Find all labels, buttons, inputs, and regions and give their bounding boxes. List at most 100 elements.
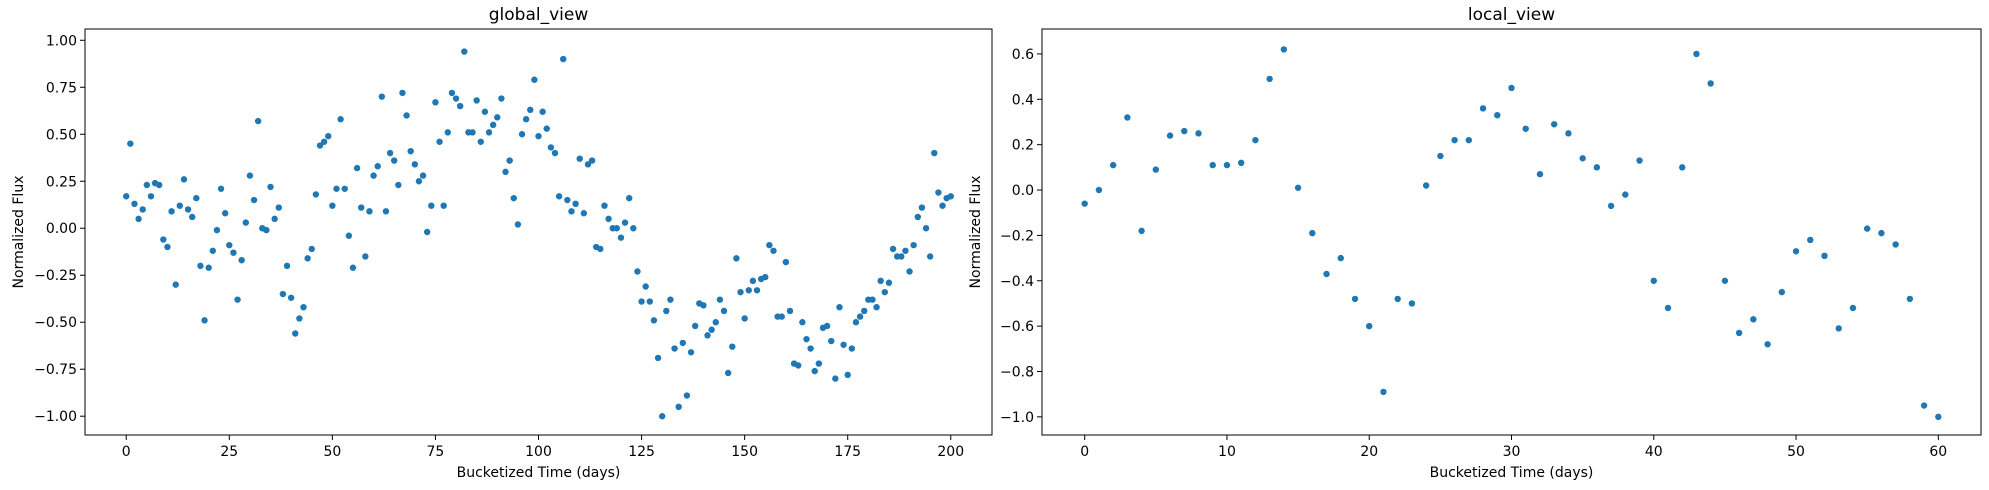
point	[597, 245, 604, 253]
point	[1451, 136, 1458, 144]
point	[947, 193, 954, 200]
point	[172, 281, 179, 288]
point	[374, 163, 381, 170]
point	[1408, 300, 1416, 307]
point	[263, 226, 270, 234]
y-axis-label: Normalized Flux	[11, 176, 27, 289]
point	[691, 322, 699, 330]
x-tick-label: 40	[1645, 444, 1663, 460]
point	[1223, 161, 1231, 169]
point	[131, 200, 138, 208]
point	[1906, 295, 1914, 303]
point	[1735, 329, 1743, 337]
point	[535, 132, 542, 140]
point	[1252, 136, 1259, 144]
point	[860, 307, 868, 315]
point	[663, 307, 670, 315]
point	[935, 189, 942, 196]
point	[1479, 105, 1487, 112]
point	[127, 140, 134, 147]
point	[428, 202, 435, 209]
point	[572, 200, 579, 208]
point	[1109, 161, 1117, 169]
point	[799, 319, 806, 326]
point	[250, 196, 258, 204]
point	[514, 221, 522, 228]
point	[325, 132, 332, 140]
point	[395, 181, 402, 189]
point	[1693, 50, 1700, 58]
point	[267, 183, 274, 191]
point	[642, 283, 649, 290]
point	[168, 208, 175, 215]
point	[646, 298, 654, 305]
point	[1607, 202, 1615, 210]
point	[815, 360, 823, 367]
point	[873, 303, 880, 311]
point	[580, 210, 588, 217]
point	[675, 403, 682, 411]
point	[341, 185, 348, 192]
point	[271, 215, 278, 223]
point	[287, 294, 295, 301]
point	[844, 371, 851, 379]
point	[366, 208, 373, 215]
point	[555, 193, 563, 200]
point	[403, 112, 410, 119]
point	[188, 213, 196, 221]
point	[502, 168, 509, 176]
point	[1380, 388, 1387, 396]
point	[333, 185, 340, 192]
point	[1095, 186, 1103, 194]
point	[1664, 304, 1672, 312]
point	[881, 288, 889, 296]
point	[143, 181, 151, 189]
point	[1792, 248, 1800, 255]
point	[869, 296, 876, 303]
point	[1778, 288, 1786, 296]
point	[226, 241, 233, 249]
point	[1835, 325, 1842, 332]
point	[1337, 254, 1344, 262]
y-tick-label: −0.8	[1000, 364, 1034, 380]
point	[898, 253, 905, 260]
point	[370, 172, 377, 179]
y-tick-label: 1.00	[46, 33, 77, 49]
point	[1721, 277, 1729, 284]
x-tick-label: 50	[1787, 444, 1805, 460]
y-tick-label: 0.75	[46, 80, 77, 96]
point	[254, 117, 262, 125]
x-tick-label: 150	[731, 444, 758, 460]
point	[378, 93, 386, 100]
point	[246, 172, 254, 179]
point	[741, 315, 748, 322]
point	[411, 161, 419, 168]
point	[391, 157, 398, 164]
point	[444, 129, 451, 136]
x-axis-label: Bucketized Time (days)	[1430, 465, 1594, 481]
point	[564, 196, 571, 204]
point	[638, 298, 645, 305]
point	[531, 76, 538, 83]
point	[671, 345, 678, 352]
point	[1209, 161, 1216, 169]
point	[156, 181, 163, 189]
x-tick-label: 30	[1503, 444, 1521, 460]
point	[1237, 159, 1245, 167]
point	[1508, 84, 1515, 92]
point	[836, 303, 843, 311]
point	[729, 343, 736, 350]
y-tick-label: 0.4	[1012, 92, 1034, 108]
point	[654, 354, 662, 362]
point	[683, 392, 691, 399]
x-tick-label: 0	[122, 444, 131, 460]
x-tick-label: 0	[1080, 444, 1089, 460]
point	[419, 172, 427, 179]
point	[1764, 341, 1771, 348]
point	[1294, 184, 1302, 191]
point	[852, 319, 860, 326]
point	[147, 193, 155, 200]
point	[308, 245, 315, 253]
point	[423, 228, 431, 236]
point	[613, 225, 621, 232]
